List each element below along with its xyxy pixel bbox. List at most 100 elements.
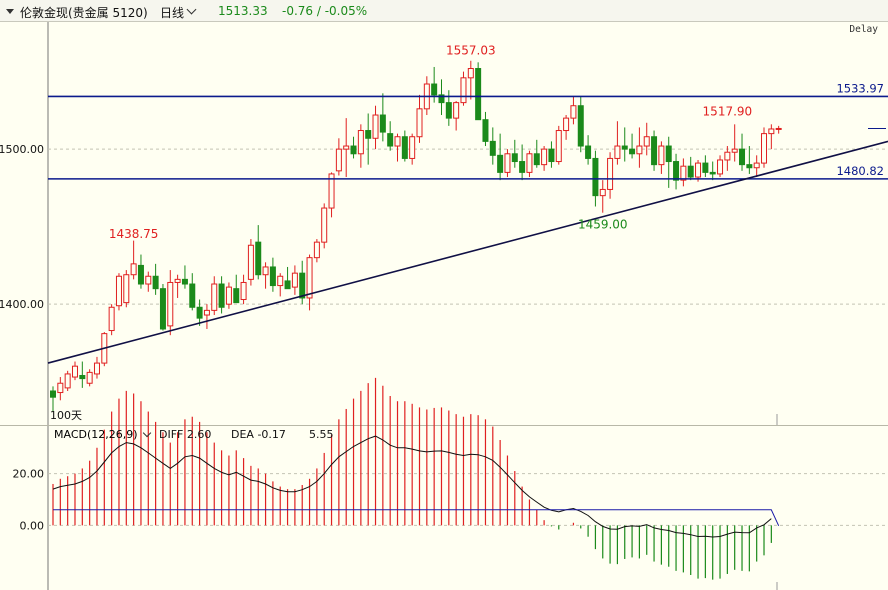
candle-body [350,145,357,155]
candle-body [64,373,71,389]
candle [607,152,614,199]
candle-body [526,153,533,173]
candle [86,369,93,387]
period-selector[interactable]: 日线 [160,6,185,20]
candle [775,125,782,134]
candle [761,127,768,168]
candle [453,101,460,131]
candle-body [321,207,328,243]
candle [475,62,482,121]
candle [401,130,408,162]
candle [71,361,78,381]
candle [196,299,203,326]
candle-body [291,272,298,288]
candle-body [240,281,247,301]
candle [321,203,328,249]
candle [673,153,680,190]
candle-body [145,275,152,285]
candle [614,121,621,165]
candle-body [167,281,174,327]
candle-body [159,288,166,330]
candle [717,155,724,178]
candle-body [438,94,445,104]
candle-body [130,263,137,276]
chevron-down-icon[interactable] [186,4,197,15]
macd-dea-value: DEA -0.17 [231,428,286,441]
candle [621,127,628,162]
candle [269,257,276,292]
candle [79,361,86,388]
candle [636,127,643,168]
candle [174,274,181,298]
level-label: 1533.97 [836,81,884,95]
candle-body [768,128,775,135]
candle-body [233,288,240,304]
candle [504,149,511,178]
candle [379,93,386,142]
candle-body [651,136,658,166]
candle-body [453,102,460,119]
candle-body [50,390,56,398]
candle-body [643,136,650,147]
price-tick-label: 1500.00 [0,143,44,156]
macd-params[interactable]: MACD(12,26,9) [54,428,138,441]
candle [651,130,658,171]
candle-body [409,136,416,159]
candle-body [247,244,254,280]
candle-body [387,133,394,147]
candle [570,96,577,125]
candle-body [761,133,768,164]
candle [108,304,115,336]
chart-canvas: Delay 100天 1400.00 1500.00 20.00 0.00 1533.… [0,22,888,590]
candle [680,158,687,187]
candle [225,282,232,309]
candle [702,155,709,178]
candle [739,133,746,171]
candle [115,273,122,311]
candle-body [255,241,262,276]
candle-body [93,362,100,375]
level-label: 1480.82 [836,164,884,178]
instrument-name[interactable]: 伦敦金现(贵金属 5120) [20,6,148,20]
candle-body [71,365,78,378]
candle-body [211,283,218,311]
candle [167,270,174,336]
candle [497,133,504,181]
candle-body [343,145,350,150]
candle-body [306,257,313,299]
candle [262,262,269,289]
candle-body [731,148,738,153]
candle [416,94,423,143]
candle-body [123,274,130,304]
candle-body [592,157,599,197]
candle [709,161,716,181]
candle [357,124,364,168]
candle [687,156,694,181]
candle [394,133,401,162]
candle-body [189,283,196,308]
candle [57,377,64,401]
candle [365,113,372,165]
candle-body [225,286,232,305]
candle-body [262,266,269,276]
candle-body [504,153,511,173]
candle-body [196,306,203,319]
candle [189,273,196,311]
price-annotation: 1438.75 [109,227,159,241]
candle-body [533,153,540,166]
candle-body [577,105,584,147]
candle [577,96,584,153]
price-change: -0.76 / -0.05% [282,4,368,18]
macd-diff-line [52,435,772,538]
macd-diff-value: DIFF 2.60 [159,428,212,441]
candle-body [365,130,372,139]
candle [328,172,335,218]
menu-icon[interactable] [6,9,14,14]
macd-dea-line [53,509,780,527]
candle [731,124,738,162]
candle-body [394,136,401,147]
candle [409,133,416,165]
candle-body [607,157,614,190]
candle-body [709,171,716,175]
